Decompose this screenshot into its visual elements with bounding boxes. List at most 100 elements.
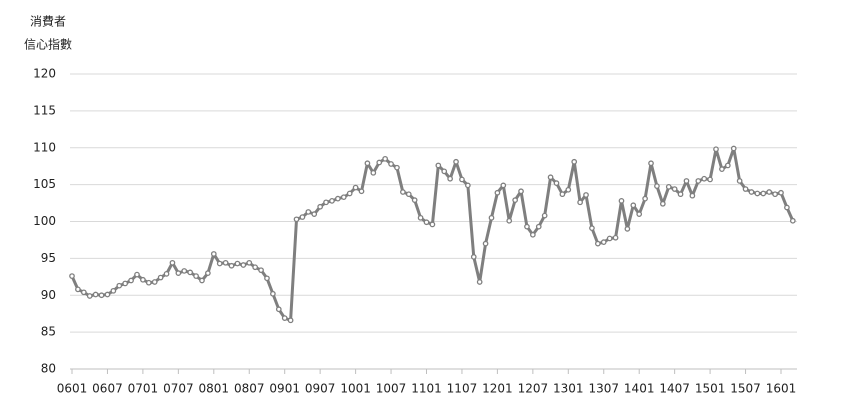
data-point [340,194,347,201]
data-point [86,293,93,299]
data-point [382,155,388,162]
data-point [465,182,471,189]
x-tick-label: 0707 [163,382,194,396]
x-tick-label: 1601 [766,382,797,396]
data-point [677,191,684,198]
data-point [654,183,660,189]
x-tick-label: 1107 [447,382,478,396]
data-point [311,211,318,217]
y-axis-label: 信心指數 [24,37,72,52]
data-point [724,162,731,169]
x-tick-label: 1001 [340,382,371,396]
data-point [671,186,678,192]
data-point [98,292,105,299]
data-point [713,146,719,153]
data-point [506,217,513,224]
data-point [760,190,767,197]
data-point [494,189,501,196]
data-point [417,214,424,221]
data-point [482,240,489,247]
x-tick-label: 0607 [92,382,123,396]
data-point [293,216,300,223]
data-point [134,271,140,278]
data-point [275,306,282,313]
data-point [400,189,406,195]
data-point [199,277,205,284]
data-point [665,183,672,190]
x-tick-label: 0901 [269,382,300,396]
data-point [75,286,81,293]
data-point [429,221,436,228]
data-point [589,225,595,231]
data-point [748,189,755,195]
data-point [772,191,778,198]
data-point [630,202,637,209]
data-point [352,184,359,191]
x-tick-label: 1007 [376,382,407,396]
data-point [736,178,743,184]
data-point [258,267,264,274]
data-point [524,223,530,230]
data-point [784,204,790,211]
data-point [636,211,643,217]
data-point [317,203,323,210]
y-tick-label: 100 [33,214,56,228]
y-tick-label: 90 [41,288,56,302]
data-point [529,231,536,238]
data-point [210,251,217,257]
y-tick-label: 85 [41,325,56,339]
data-point [234,260,241,267]
data-point [323,199,329,206]
data-point [370,169,377,176]
data-point [423,219,430,226]
y-tick-label: 105 [33,177,56,191]
data-point [145,279,152,286]
data-point [270,290,276,297]
data-point [358,188,365,195]
data-point [618,198,625,204]
data-point [541,212,548,219]
data-point [163,271,170,277]
data-point [151,279,158,285]
data-point [228,262,235,269]
data-point [69,273,75,279]
data-point [394,164,400,171]
x-tick-label: 0907 [305,382,336,396]
data-point [766,189,773,195]
data-point [547,174,554,181]
data-point [122,280,129,287]
data-point [583,192,589,198]
data-point [405,191,412,198]
data-point [435,162,442,169]
data-point [335,195,341,202]
data-point [175,270,182,276]
data-point [512,197,518,203]
data-point [659,200,666,207]
data-point [459,176,465,183]
data-point [719,166,725,172]
data-point [648,160,654,167]
data-point [553,180,560,186]
x-tick-label: 1501 [695,382,726,396]
data-point [376,159,383,166]
data-point [157,274,164,281]
y-tick-label: 120 [33,67,56,81]
x-tick-label: 1307 [588,382,619,396]
data-point [287,317,294,324]
data-point [701,175,708,182]
data-point [689,192,696,199]
data-point [518,188,524,195]
y-tick-label: 80 [41,362,56,376]
data-point [500,182,507,189]
data-point [441,168,448,175]
x-tick-label: 1507 [730,382,761,396]
data-point [642,195,648,202]
y-tick-label: 115 [33,103,56,117]
data-point [329,198,335,204]
data-point [246,259,253,266]
data-point [222,259,229,266]
data-point [169,259,176,266]
x-tick-label: 1201 [482,382,513,396]
data-point [754,190,761,197]
